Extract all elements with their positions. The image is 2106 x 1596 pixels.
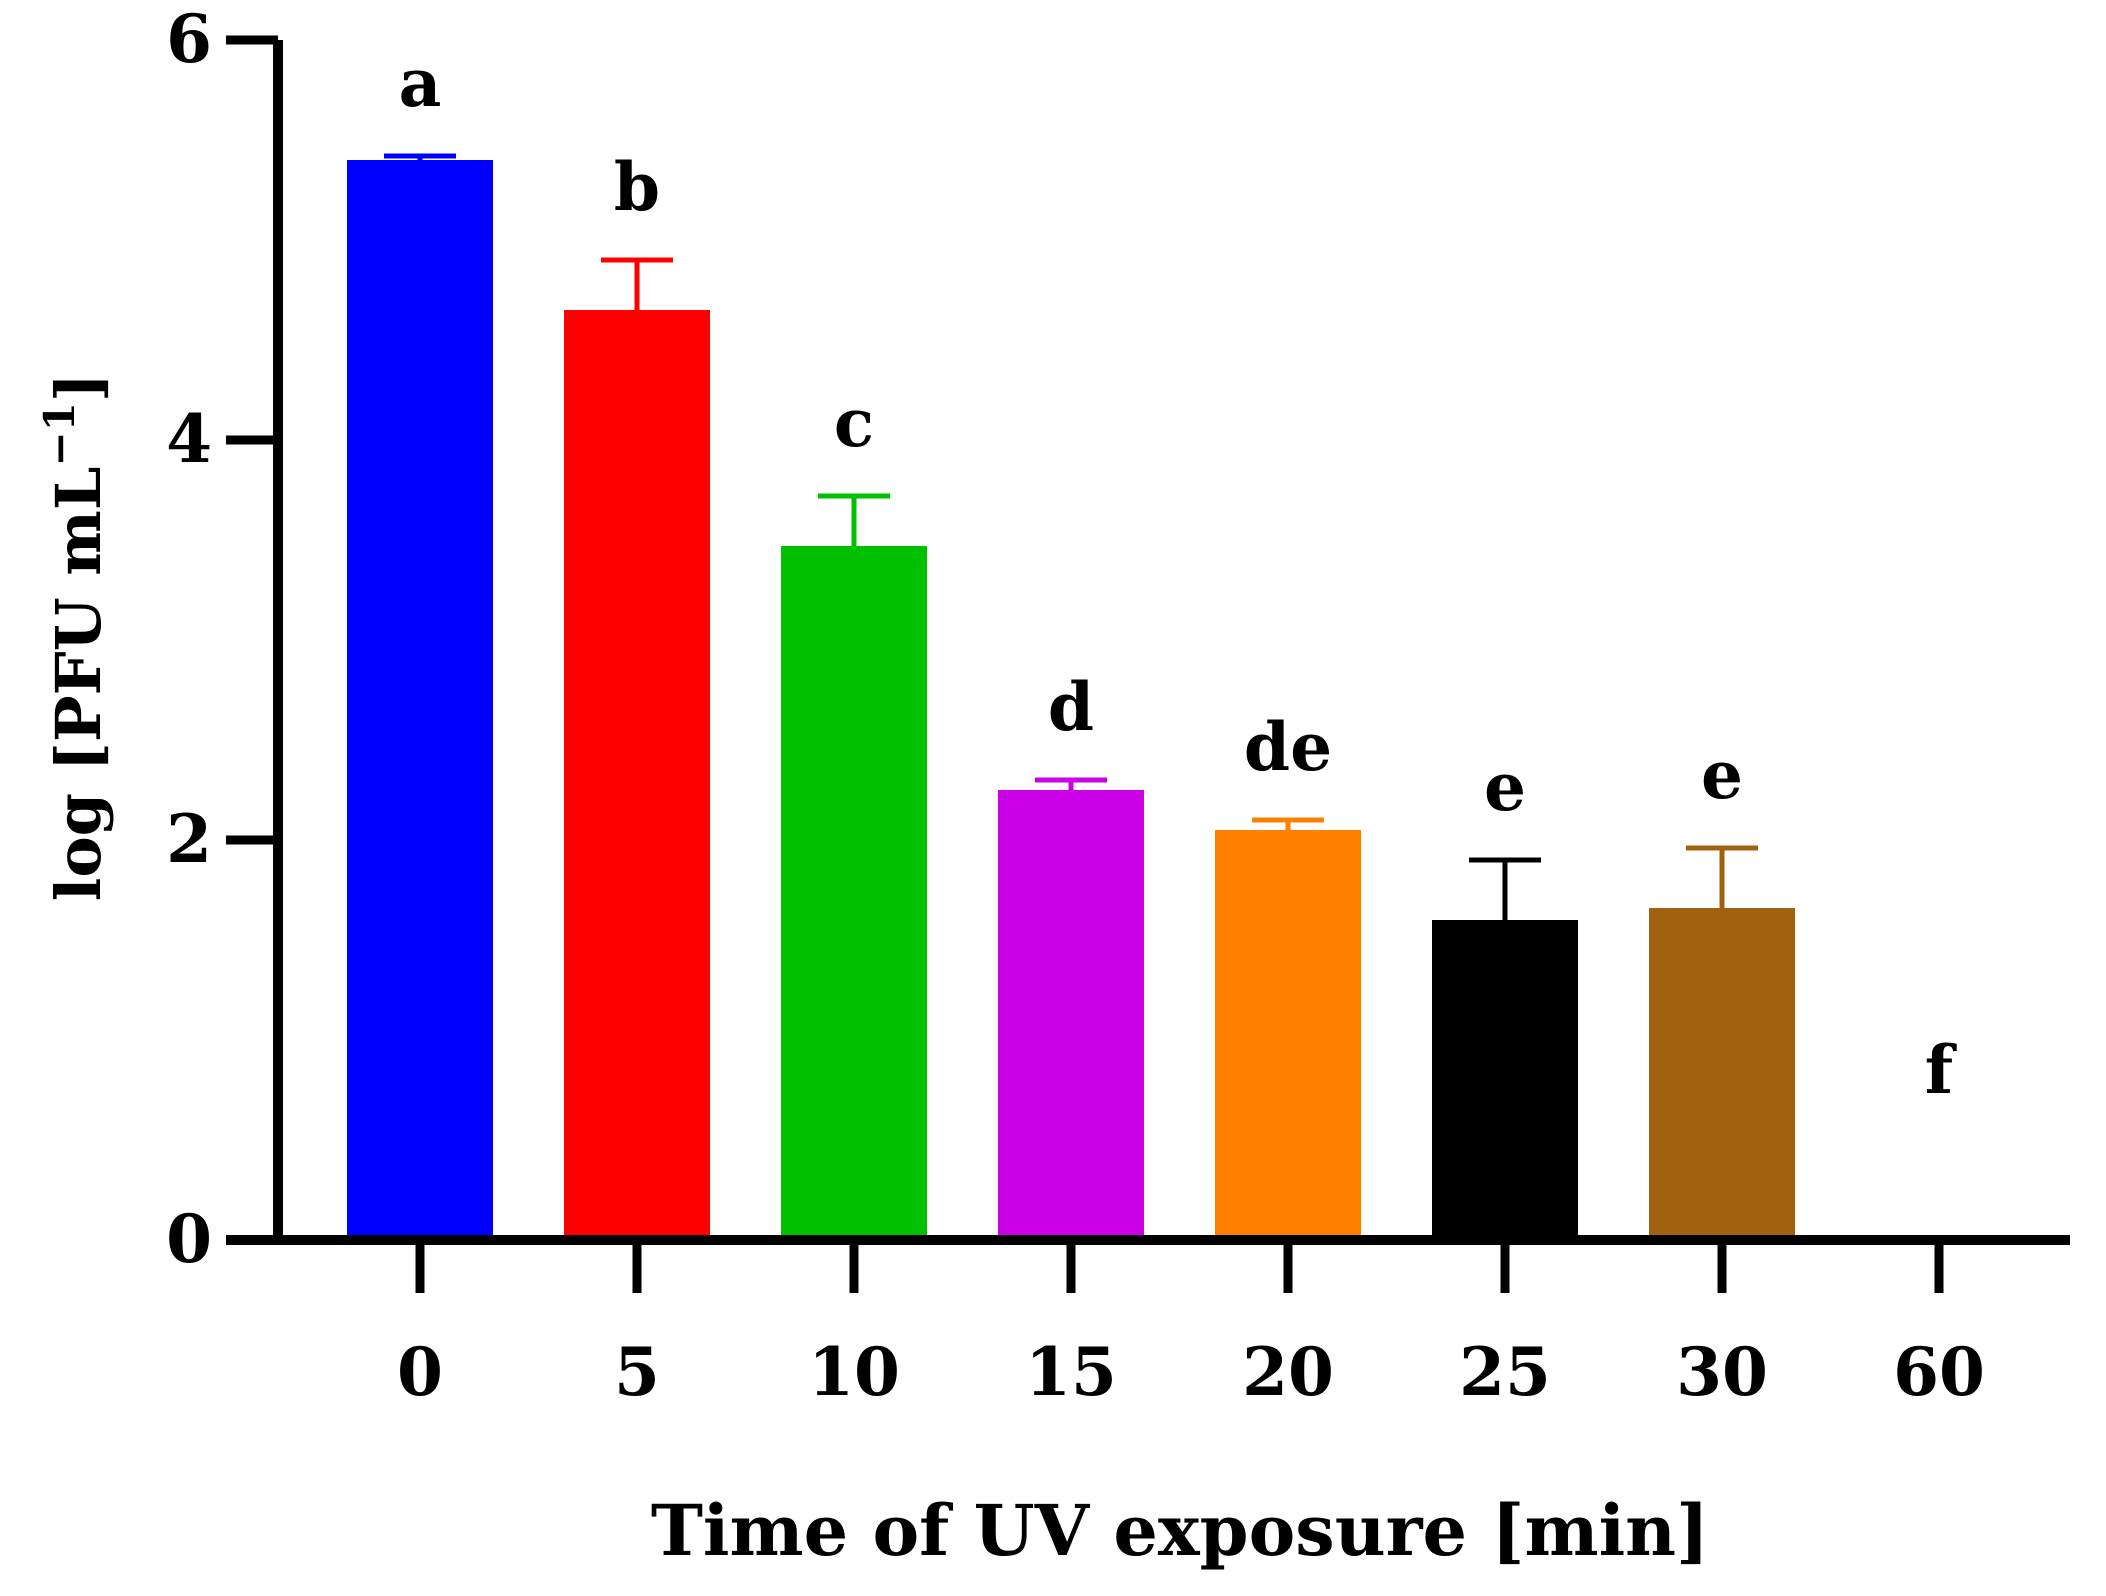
y-axis-title: log [PFU mL−1] xyxy=(35,373,115,901)
bar-25 xyxy=(1432,920,1578,1240)
y-tick-label-6: 6 xyxy=(166,0,212,78)
x-axis-title: Time of UV exposure [min] xyxy=(651,1489,1709,1572)
significance-letter-10: c xyxy=(834,384,874,462)
bar-5 xyxy=(564,310,710,1240)
y-tick-label-2: 2 xyxy=(166,800,212,878)
error-bars-layer xyxy=(384,153,1758,920)
axes-layer xyxy=(226,40,2070,1245)
significance-letter-5: b xyxy=(614,148,660,226)
y-tick-label-4: 4 xyxy=(166,400,212,478)
x-tick-label-60: 60 xyxy=(1893,1333,1985,1411)
bar-15 xyxy=(998,790,1144,1240)
x-tick-label-5: 5 xyxy=(614,1333,660,1411)
y-ticks-layer: 0 2 4 6 xyxy=(166,0,278,1278)
bars-layer xyxy=(347,160,1795,1240)
x-tick-label-30: 30 xyxy=(1676,1333,1768,1411)
significance-letter-30: e xyxy=(1701,736,1743,814)
y-tick-label-0: 0 xyxy=(166,1200,212,1278)
bar-10 xyxy=(781,546,927,1240)
y-axis-title-main: log [PFU mL xyxy=(42,467,115,902)
bar-20 xyxy=(1215,830,1361,1240)
significance-letter-20: de xyxy=(1244,708,1332,786)
x-tick-label-0: 0 xyxy=(397,1333,443,1411)
significance-letter-60: f xyxy=(1925,1031,1957,1109)
x-tick-label-15: 15 xyxy=(1025,1333,1117,1411)
bar-30 xyxy=(1649,908,1795,1240)
x-tick-label-20: 20 xyxy=(1242,1333,1334,1411)
x-tick-label-10: 10 xyxy=(808,1333,900,1411)
y-axis-title-superscript: −1 xyxy=(35,402,84,466)
significance-letter-0: a xyxy=(399,44,442,122)
significance-letter-15: d xyxy=(1048,668,1094,746)
significance-letters-layer: a b c d de e e f xyxy=(399,44,1957,1109)
bar-0 xyxy=(347,160,493,1240)
x-tick-label-25: 25 xyxy=(1459,1333,1551,1411)
x-ticks-layer: 0 5 10 15 20 25 30 60 xyxy=(397,1240,1985,1411)
y-axis-title-end: ] xyxy=(42,373,115,402)
significance-letter-25: e xyxy=(1484,748,1526,826)
